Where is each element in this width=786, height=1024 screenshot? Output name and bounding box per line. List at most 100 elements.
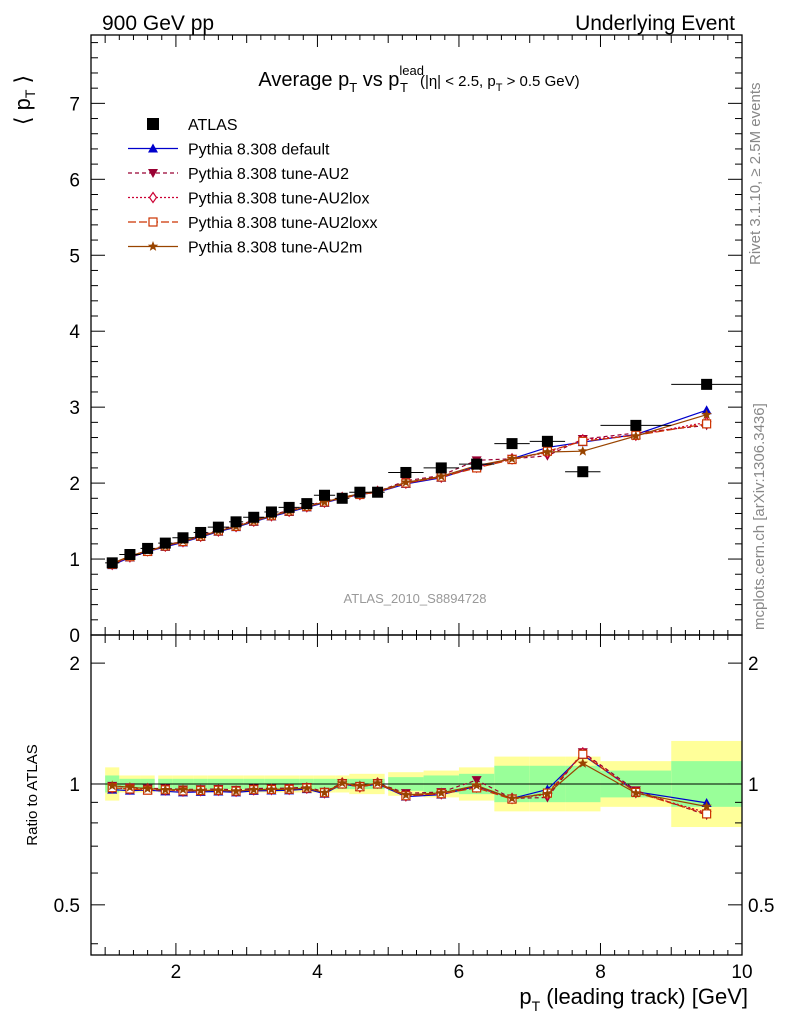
- x-tick-label: 6: [454, 962, 465, 983]
- rivet-label: Rivet 3.1.10, ≥ 2.5M events: [747, 83, 764, 266]
- ratio-y-tick-label-right: 2: [748, 654, 759, 675]
- mc-point: [319, 496, 330, 507]
- mc-point: [148, 217, 158, 227]
- ratio-y-tick-label: 2: [69, 654, 80, 675]
- mc-point: [354, 780, 366, 791]
- mc-point: [471, 780, 482, 790]
- ratio-y-tick-label: 1: [69, 775, 80, 796]
- ratio-y-tick-label-right: 0.5: [748, 896, 774, 917]
- mc-point: [148, 169, 158, 178]
- mc-point: [319, 787, 330, 798]
- y-tick-label: 3: [69, 398, 80, 419]
- y-tick-label: 2: [69, 474, 80, 495]
- mc-point: [160, 784, 171, 795]
- ratio-y-tick-label-right: 1: [748, 775, 759, 796]
- data-point: [506, 438, 518, 450]
- data-point: [142, 542, 154, 554]
- legend-label: Pythia 8.308 default: [188, 142, 330, 159]
- mc-point: [372, 777, 383, 788]
- mc-point: [195, 785, 206, 795]
- mc-point: [283, 783, 295, 794]
- mc-point: [577, 445, 588, 456]
- data-point: [212, 521, 224, 533]
- data-point: [541, 435, 553, 447]
- mc-point: [577, 757, 588, 768]
- analysis-id: ATLAS_2010_S8894728: [344, 591, 487, 606]
- x-tick-label: 2: [171, 962, 182, 983]
- mc-point: [578, 749, 588, 759]
- mc-point: [124, 781, 136, 792]
- x-tick-label: 8: [595, 962, 606, 983]
- data-point: [248, 511, 260, 523]
- mc-point: [400, 789, 412, 800]
- mc-point: [701, 801, 712, 811]
- ratio-series-line: [112, 751, 707, 816]
- data-point: [265, 506, 277, 518]
- data-point: [124, 548, 136, 560]
- data-point: [701, 378, 713, 390]
- data-point: [159, 537, 171, 549]
- mc-point: [142, 783, 153, 794]
- mc-point: [436, 470, 447, 481]
- mc-point: [147, 241, 159, 251]
- legend: ATLAS Pythia 8.308 default Pythia 8.308 tu…: [128, 117, 377, 257]
- y-tick-label: 5: [69, 246, 80, 267]
- mc-point: [542, 788, 553, 799]
- y-tick-label: 7: [69, 94, 80, 115]
- y-tick-label: 1: [69, 550, 80, 571]
- series-line: [111, 423, 707, 565]
- data-point: [372, 486, 384, 498]
- data-point: [435, 462, 447, 474]
- x-tick-label: 10: [731, 962, 752, 983]
- data-point: [354, 486, 366, 498]
- data-point: [195, 526, 207, 538]
- x-tick-label: 4: [312, 962, 323, 983]
- series-line: [111, 424, 707, 565]
- mc-point: [148, 191, 158, 204]
- legend-label: Pythia 8.308 tune-AU2loxx: [188, 215, 377, 232]
- data-point: [577, 466, 589, 478]
- y-axis-label-ratio: Ratio to ATLAS: [24, 744, 41, 845]
- plot-title: Average pT vs plead T (|η| < 2.5, pT > 0.5…: [258, 63, 579, 95]
- mc-point: [701, 409, 712, 420]
- mc-point: [630, 787, 642, 798]
- main-panel: 0 1 2 3 4 5 6 7: [69, 34, 743, 955]
- legend-label: ATLAS: [188, 117, 238, 134]
- mc-point: [266, 783, 277, 794]
- data-point: [301, 498, 313, 510]
- ratio-panel: 2 4 6 8 10 0.5 0.5 1 1 2 2: [54, 634, 774, 983]
- mc-point: [337, 777, 348, 788]
- mc-point: [148, 143, 158, 153]
- mc-point: [177, 784, 189, 794]
- mc-point: [400, 476, 412, 487]
- mcplots-label: mcplots.cern.ch [arXiv:1306.3436]: [751, 403, 768, 630]
- mc-point: [436, 787, 447, 798]
- mc-point: [506, 453, 518, 464]
- data-point: [106, 557, 118, 569]
- series-line: [111, 421, 707, 565]
- y-tick-label: 6: [69, 170, 80, 191]
- y-tick-label: 4: [69, 322, 80, 343]
- data-point: [319, 489, 331, 501]
- data-point: [230, 516, 242, 528]
- mc-point: [107, 780, 118, 791]
- mc-point: [248, 784, 259, 795]
- mc-point: [506, 792, 518, 803]
- svg-text:⟨ pT ⟩: ⟨ pT ⟩: [10, 75, 38, 125]
- mc-point: [578, 436, 588, 446]
- mc-point: [702, 809, 712, 819]
- data-point: [630, 419, 642, 431]
- mc-point: [230, 785, 242, 796]
- legend-label: Pythia 8.308 tune-AU2m: [188, 240, 362, 257]
- mc-point: [702, 419, 712, 429]
- ratio-frame: [90, 634, 743, 956]
- y-tick-label: 0: [69, 626, 80, 647]
- ratio-y-tick-label: 0.5: [54, 896, 80, 917]
- mc-point: [301, 782, 313, 793]
- data-point: [177, 532, 189, 544]
- header-left: 900 GeV pp: [102, 12, 214, 35]
- mc-point: [630, 430, 642, 441]
- data-point: [471, 458, 483, 470]
- mc-point: [542, 446, 553, 457]
